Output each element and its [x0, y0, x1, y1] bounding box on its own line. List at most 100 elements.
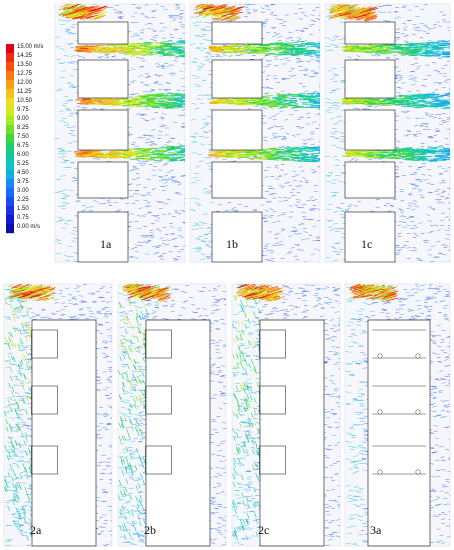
jet-vector — [167, 45, 176, 48]
velocity-vector — [291, 188, 296, 191]
inflow-vector — [226, 15, 237, 20]
velocity-vector — [280, 163, 285, 165]
velocity-vector — [447, 60, 450, 62]
velocity-vector — [411, 70, 416, 73]
velocity-vector — [288, 31, 293, 34]
velocity-vector — [167, 14, 173, 16]
velocity-vector — [132, 79, 137, 82]
velocity-vector — [153, 166, 157, 168]
building-block — [77, 109, 129, 151]
velocity-vector — [281, 24, 286, 26]
velocity-vector — [154, 161, 159, 163]
jet-vector — [142, 148, 151, 151]
building-block — [211, 161, 263, 199]
jet-vector — [151, 47, 160, 49]
velocity-vector — [61, 152, 67, 155]
velocity-vector — [55, 36, 61, 39]
jet-vector — [401, 48, 411, 50]
velocity-vector — [65, 107, 70, 110]
velocity-vector — [146, 90, 151, 93]
jet-vector — [239, 156, 249, 159]
velocity-vector — [281, 213, 285, 215]
velocity-vector — [277, 175, 282, 177]
inflow-vector — [194, 4, 206, 9]
velocity-vector — [334, 230, 341, 232]
velocity-vector — [177, 114, 183, 116]
velocity-vector — [297, 36, 302, 39]
velocity-vector — [304, 74, 308, 76]
jet-vector — [177, 100, 185, 103]
velocity-vector — [423, 24, 428, 26]
velocity-vector — [169, 233, 175, 236]
inflow-vector — [217, 6, 228, 12]
velocity-vector — [307, 139, 311, 141]
inflow-vector — [202, 11, 213, 16]
legend-swatch — [6, 161, 14, 171]
velocity-vector — [58, 219, 64, 222]
velocity-vector — [427, 191, 432, 194]
jet-vector — [367, 44, 376, 47]
velocity-vector — [395, 245, 400, 247]
velocity-vector — [247, 108, 252, 110]
velocity-vector — [439, 182, 444, 184]
jet-vector — [238, 101, 247, 104]
velocity-vector — [228, 55, 233, 57]
velocity-vector — [416, 188, 422, 190]
inflow-vector — [64, 9, 75, 15]
velocity-vector — [199, 143, 205, 146]
velocity-vector — [407, 9, 412, 11]
velocity-vector — [127, 183, 132, 185]
velocity-vector — [215, 54, 220, 56]
legend-label: 9.00 — [17, 116, 29, 122]
jet-vector — [181, 158, 185, 160]
velocity-vector — [331, 68, 337, 70]
velocity-vector — [315, 240, 320, 242]
velocity-vector — [203, 191, 209, 193]
velocity-vector — [184, 198, 185, 200]
jet-vector — [134, 46, 143, 48]
velocity-vector — [298, 116, 303, 118]
velocity-vector — [310, 19, 315, 21]
jet-vector — [273, 49, 283, 51]
inflow-vector — [67, 4, 80, 10]
inflow-vector — [203, 6, 216, 10]
velocity-vector — [437, 81, 443, 84]
velocity-vector — [265, 210, 269, 212]
velocity-vector — [155, 63, 161, 65]
velocity-vector — [130, 68, 136, 71]
velocity-vector — [446, 26, 450, 28]
velocity-vector — [157, 245, 162, 247]
velocity-vector — [92, 157, 97, 160]
velocity-vector — [287, 93, 292, 95]
jet-vector — [285, 150, 294, 152]
velocity-vector — [149, 229, 154, 231]
legend-labels: 15.00 m/s 14.25 13.50 12.75 12.00 11.25 10.50 9… — [17, 44, 43, 230]
velocity-vector — [147, 194, 152, 196]
jet-vector — [79, 152, 88, 154]
velocity-vector — [355, 159, 359, 161]
jet-vector — [280, 48, 289, 50]
legend-swatch — [6, 152, 14, 162]
velocity-vector — [412, 247, 417, 249]
velocity-vector — [301, 177, 307, 179]
velocity-vector — [275, 92, 280, 94]
inflow-vector — [224, 5, 236, 10]
jet-vector — [165, 93, 174, 95]
jet-vector — [282, 99, 292, 102]
velocity-vector — [252, 9, 258, 11]
velocity-vector — [442, 75, 447, 78]
velocity-vector — [309, 196, 314, 198]
velocity-vector — [71, 176, 76, 179]
velocity-vector — [151, 129, 156, 131]
velocity-vector — [130, 55, 136, 57]
velocity-vector — [293, 180, 297, 182]
velocity-vector — [447, 249, 450, 251]
panel-1a: 1a — [54, 3, 186, 263]
velocity-vector — [195, 202, 200, 205]
velocity-vector — [434, 128, 439, 130]
velocity-vector — [310, 143, 315, 145]
velocity-vector — [335, 159, 341, 161]
legend-label: 8.25 — [17, 125, 29, 131]
velocity-vector — [296, 191, 301, 194]
inflow-vector — [197, 9, 208, 13]
